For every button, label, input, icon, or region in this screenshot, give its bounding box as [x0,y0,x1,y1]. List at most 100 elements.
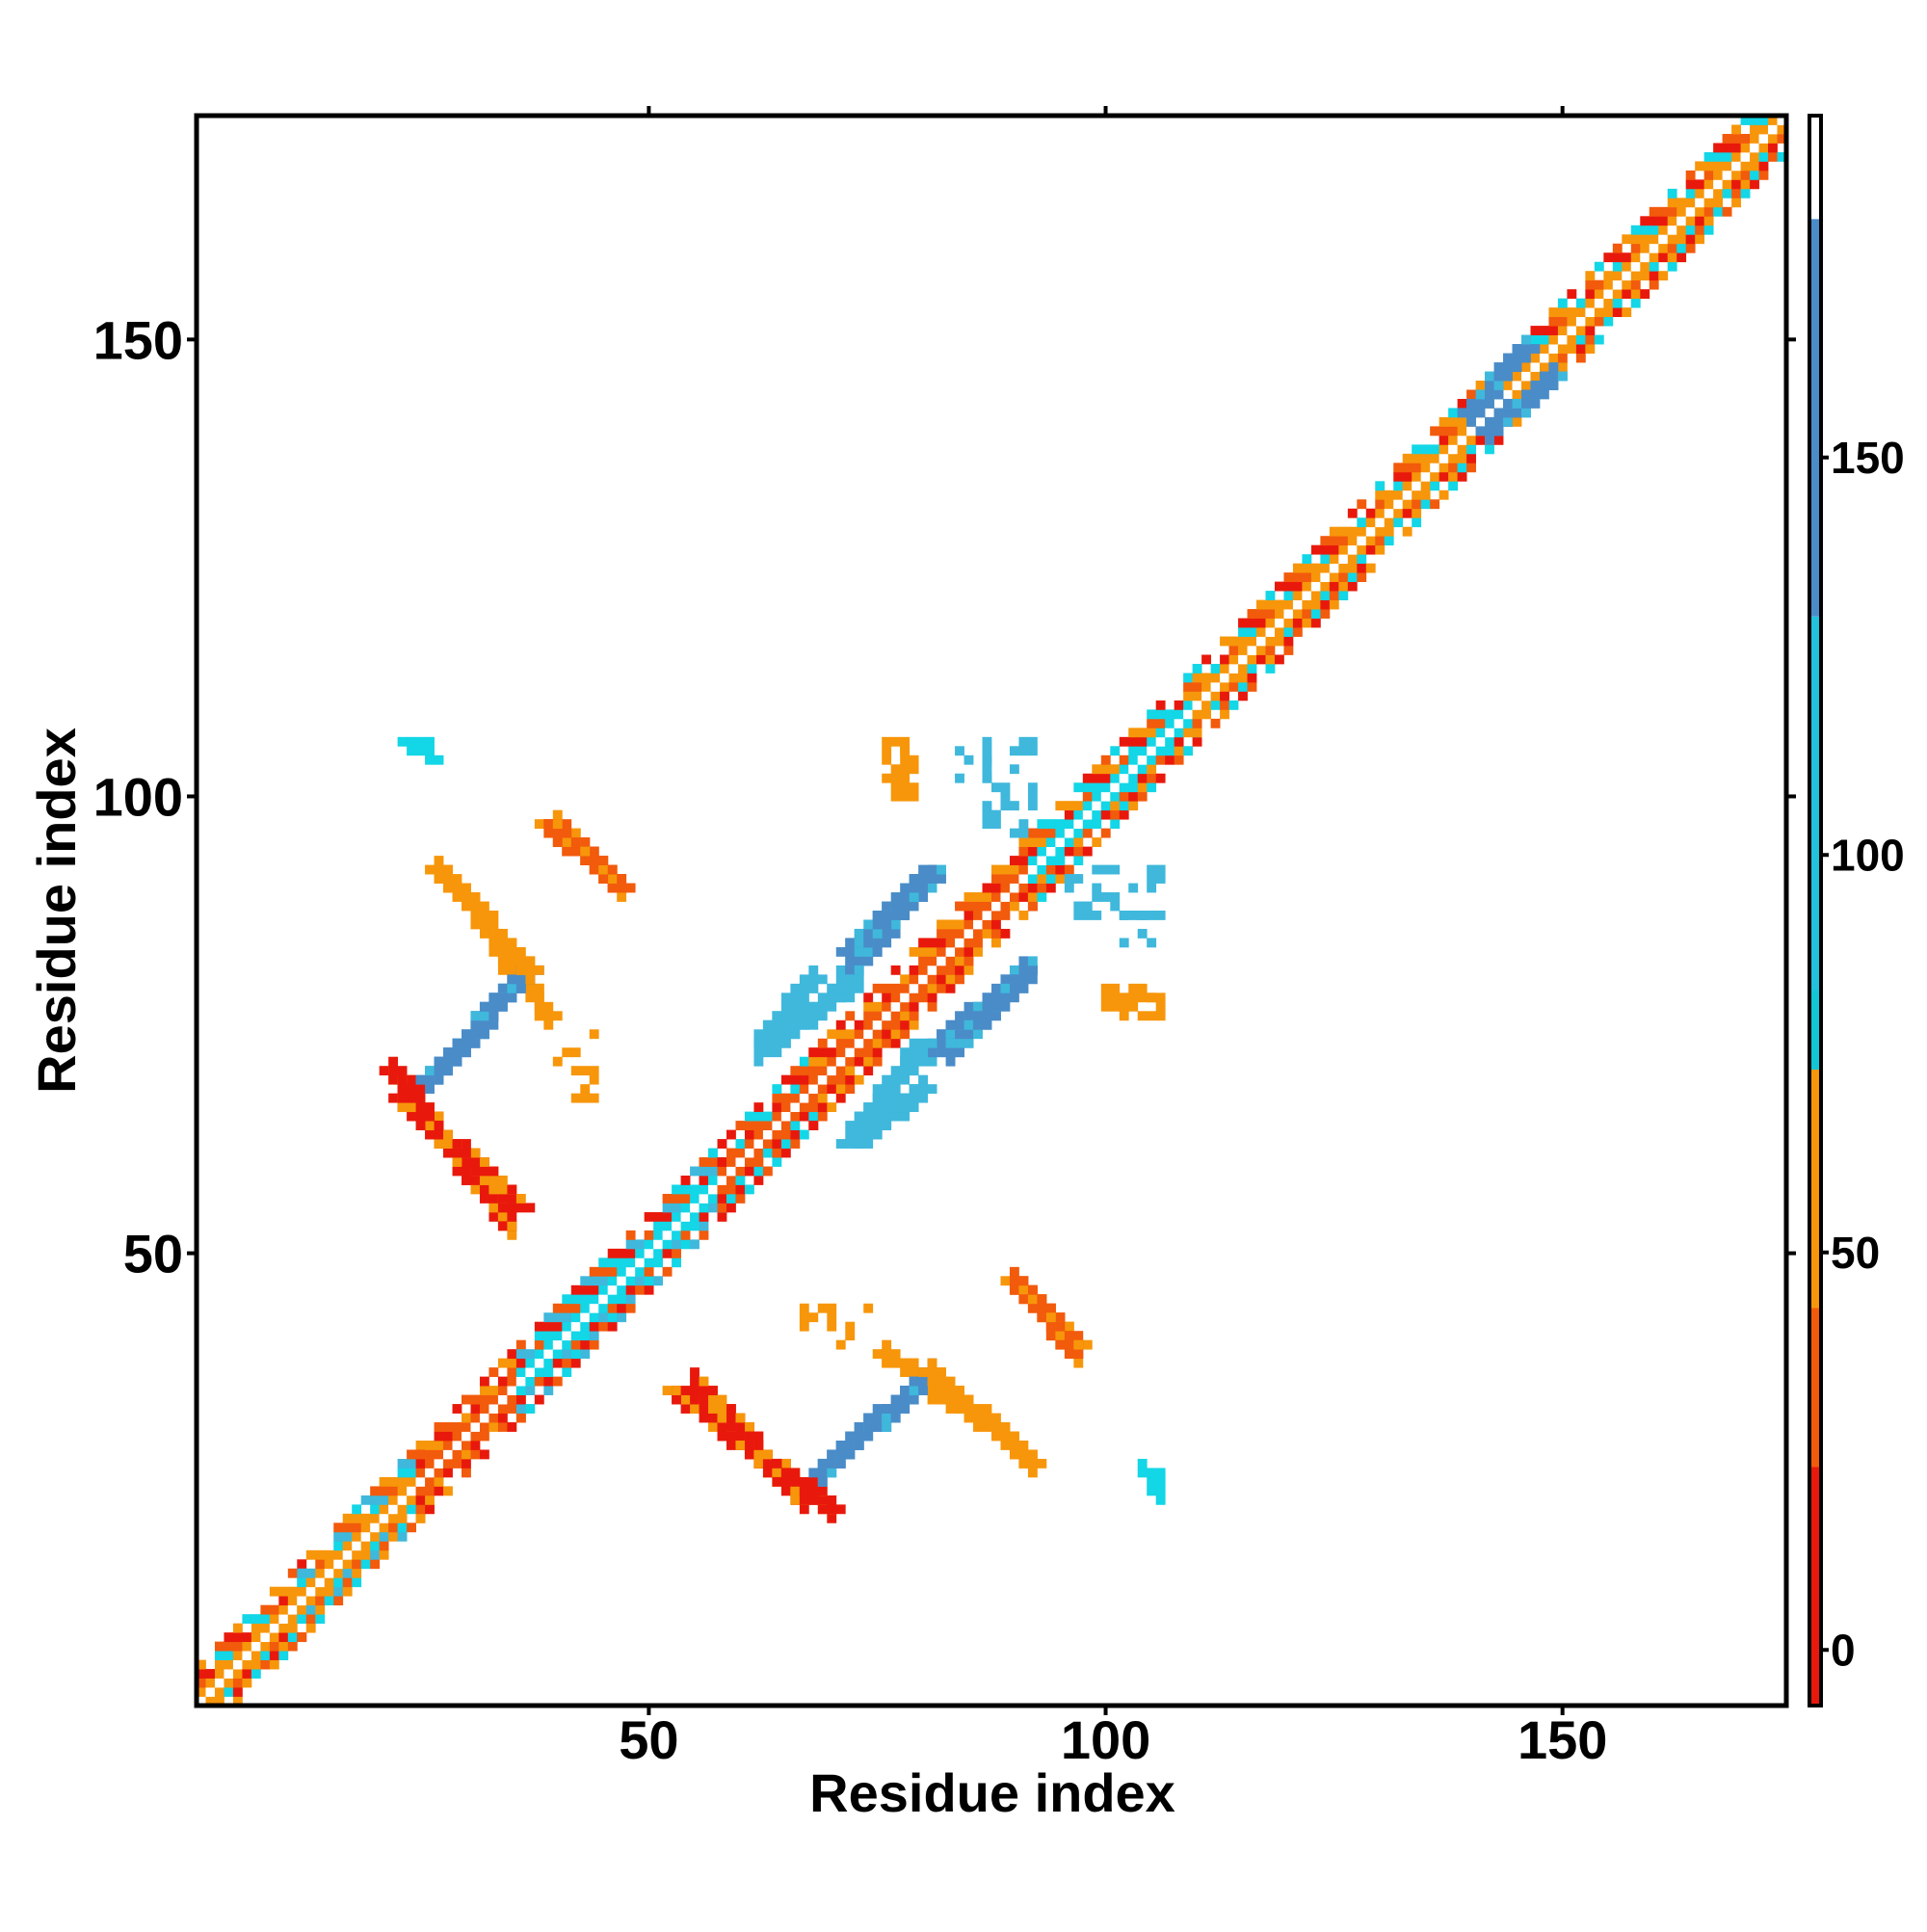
diagonal-cell [1137,782,1148,793]
diagonal-cell [425,1486,435,1496]
contact-cell [1018,956,1029,966]
diagonal-cell [964,892,974,902]
diagonal-cell [1037,856,1047,865]
contact-cell [488,1011,499,1021]
contact-cell [507,1193,517,1204]
contact-cell [1000,801,1011,811]
contact-cell [927,874,937,884]
diagonal-cell [872,1019,883,1030]
diagonal-cell [1073,819,1084,830]
diagonal-cell [1740,170,1751,180]
contact-cell [918,883,929,893]
contact-cell [982,809,992,820]
diagonal-cell [808,1074,819,1085]
diagonal-cell [462,1431,471,1442]
diagonal-cell [817,1093,828,1103]
diagonal-cell [570,1321,581,1332]
diagonal-cell [1220,700,1229,710]
diagonal-cell [562,1321,572,1332]
diagonal-cell [507,1422,517,1432]
diagonal-cell [817,1084,828,1095]
diagonal-cell [927,946,937,957]
diagonal-cell [1594,279,1604,290]
diagonal-cell [1713,206,1724,217]
diagonal-cell [214,1687,224,1697]
contact-cell [680,1386,691,1395]
diagonal-cell [644,1257,654,1268]
diagonal-cell [379,1504,389,1515]
diagonal-cell [607,1312,618,1323]
diagonal-cell [1557,316,1568,327]
diagonal-cell [1228,673,1239,683]
diagonal-cell [1183,700,1194,710]
diagonal-cell [900,1001,911,1012]
diagonal-cell [982,919,992,930]
contact-cell [790,1486,801,1496]
diagonal-cell [1548,316,1559,327]
colorbar-band [1809,219,1821,617]
diagonal-cell [1347,554,1358,565]
diagonal-cell [479,1404,489,1414]
diagonal-cell [1402,508,1412,518]
diagonal-cell [1082,828,1093,838]
contact-cell [1110,901,1121,912]
contact-cell [835,1458,846,1469]
diagonal-cell [1722,133,1732,144]
contact-cell [937,864,946,875]
diagonal-cell [827,1084,837,1095]
diagonal-cell [462,1458,471,1469]
contact-cell [1119,1011,1129,1021]
contact-cell [964,1038,974,1048]
contact-cell [945,1404,956,1414]
contact-cell [690,1404,700,1414]
contact-cell [515,956,526,966]
diagonal-cell [1676,216,1687,226]
diagonal-cell [835,1084,846,1095]
contact-cell [937,874,946,884]
diagonal-cell [790,1084,801,1095]
diagonal-cell [425,1441,435,1450]
contact-cell [1055,1331,1066,1341]
contact-cell [479,1176,489,1185]
diagonal-cell [1758,151,1769,162]
diagonal-cell [562,1331,572,1341]
diagonal-cell [305,1614,316,1625]
diagonal-cell [562,1349,572,1360]
contact-cell [507,974,517,985]
diagonal-cell [580,1294,591,1305]
diagonal-cell [827,1056,837,1067]
contact-cell [507,1184,517,1195]
contact-cell [552,1056,563,1067]
diagonal-cell [1220,654,1229,665]
diagonal-cell [415,1486,426,1496]
diagonal-cell [1412,508,1422,518]
diagonal-cell [735,1148,746,1158]
diagonal-cell [955,901,964,912]
diagonal-cell [287,1596,298,1606]
diagonal-cell [625,1284,636,1295]
contact-cell [1155,911,1166,920]
diagonal-cell [662,1248,673,1258]
diagonal-cell [1220,636,1229,647]
diagonal-cell [735,1121,746,1130]
contact-cell [1128,983,1139,993]
diagonal-cell [1585,289,1596,300]
heatmap-cells [197,116,1787,1707]
contact-cell [470,892,481,902]
diagonal-cell [744,1148,754,1158]
diagonal-cell [342,1541,353,1551]
contact-cell [462,1029,471,1040]
diagonal-cell [1365,563,1376,573]
diagonal-cell [827,1102,837,1113]
diagonal-cell [863,1001,874,1012]
diagonal-cell [197,1678,206,1688]
contact-cell [1064,883,1074,893]
contact-cell [937,1367,946,1378]
diagonal-cell [315,1559,326,1570]
diagonal-cell [1457,398,1467,409]
diagonal-cell [1649,216,1659,226]
diagonal-cell [543,1367,554,1378]
diagonal-cell [470,1449,481,1460]
diagonal-cell [1137,754,1148,765]
diagonal-cell [562,1303,572,1313]
